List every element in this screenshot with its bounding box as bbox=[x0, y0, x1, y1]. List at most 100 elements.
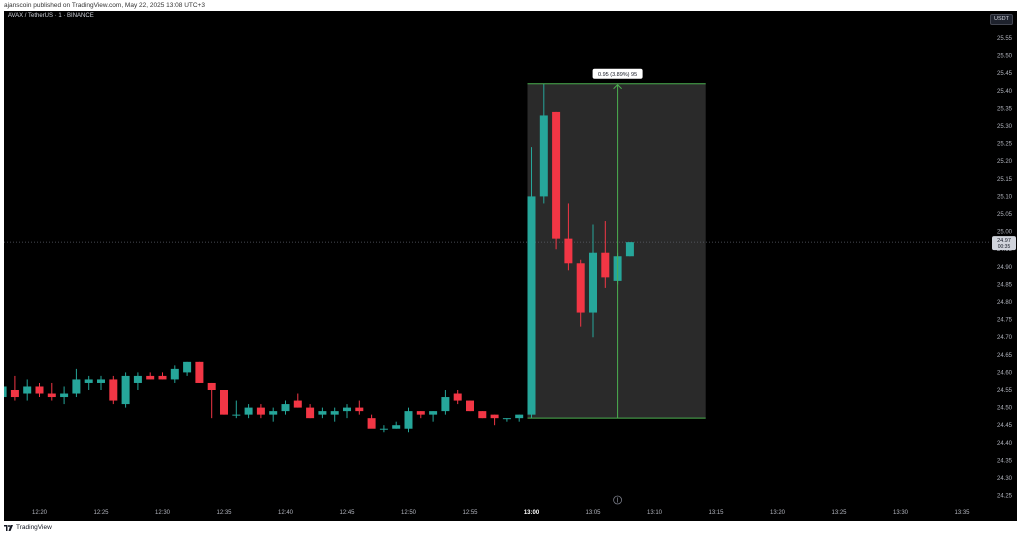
candle-body[interactable] bbox=[478, 411, 487, 419]
y-tick-label: 24.75 bbox=[997, 318, 1013, 324]
candle-body[interactable] bbox=[564, 238, 573, 264]
candle-body[interactable] bbox=[244, 407, 253, 415]
candle-body[interactable] bbox=[392, 425, 401, 429]
currency-badge[interactable]: USDT bbox=[990, 14, 1013, 25]
candle-body[interactable] bbox=[293, 400, 302, 408]
y-tick-label: 24.50 bbox=[997, 406, 1013, 412]
x-tick-label: 13:35 bbox=[954, 510, 970, 516]
y-tick-label: 24.25 bbox=[997, 494, 1013, 500]
candle-body[interactable] bbox=[318, 411, 327, 415]
x-tick-label: 12:40 bbox=[278, 510, 294, 516]
candle-body[interactable] bbox=[527, 196, 536, 415]
tradingview-brand[interactable]: TradingView bbox=[4, 522, 52, 533]
candle-body[interactable] bbox=[47, 393, 56, 398]
candle-body[interactable] bbox=[23, 386, 32, 394]
tradingview-logo-icon bbox=[4, 524, 13, 531]
y-tick-label: 25.20 bbox=[997, 159, 1013, 165]
candle-body[interactable] bbox=[109, 379, 118, 401]
x-tick-label: 12:25 bbox=[93, 510, 109, 516]
y-tick-label: 24.45 bbox=[997, 423, 1013, 429]
y-tick-label: 25.40 bbox=[997, 89, 1013, 95]
candle-body[interactable] bbox=[502, 418, 511, 420]
candlestick-chart[interactable]: 25.55 25.50 25.45 25.40 25.35 25.30 25.25 25.20… bbox=[4, 11, 1017, 521]
measure-label-box bbox=[592, 68, 643, 79]
y-tick-label: 24.65 bbox=[997, 353, 1013, 359]
x-tick-label: 12:45 bbox=[339, 510, 355, 516]
y-tick-label: 24.70 bbox=[997, 335, 1013, 341]
candle-body[interactable] bbox=[256, 407, 265, 415]
candle-body[interactable] bbox=[232, 414, 241, 416]
x-tick-label: 13:25 bbox=[831, 510, 847, 516]
candle-body[interactable] bbox=[379, 428, 388, 430]
candle-body[interactable] bbox=[416, 411, 425, 415]
candle-body[interactable] bbox=[539, 115, 548, 197]
candle-body[interactable] bbox=[429, 411, 438, 415]
candle-body[interactable] bbox=[207, 382, 216, 390]
x-tick-label: 12:35 bbox=[216, 510, 232, 516]
candle-body[interactable] bbox=[183, 361, 192, 373]
candle-body[interactable] bbox=[220, 390, 228, 415]
candle-body[interactable] bbox=[343, 407, 351, 412]
x-tick-label: 12:50 bbox=[401, 510, 417, 516]
y-tick-label: 25.25 bbox=[997, 142, 1013, 148]
candle-body[interactable] bbox=[576, 263, 585, 313]
y-tick-label: 25.50 bbox=[997, 54, 1013, 60]
candle-body[interactable] bbox=[269, 411, 278, 415]
x-tick-label: 12:20 bbox=[32, 510, 48, 516]
y-tick-label: 24.35 bbox=[997, 458, 1013, 464]
x-tick-label: 13:20 bbox=[770, 510, 786, 516]
x-tick-label: 12:55 bbox=[462, 510, 478, 516]
candle-body[interactable] bbox=[10, 390, 19, 398]
y-tick-label: 24.30 bbox=[997, 476, 1013, 482]
candle-body[interactable] bbox=[355, 407, 364, 412]
candle-body[interactable] bbox=[515, 414, 524, 419]
candle-body[interactable] bbox=[404, 411, 413, 429]
candle-body[interactable] bbox=[589, 252, 597, 313]
candle-body[interactable] bbox=[84, 379, 93, 383]
candle-body[interactable] bbox=[281, 404, 290, 412]
y-tick-label: 25.10 bbox=[997, 194, 1013, 200]
candle-body[interactable] bbox=[60, 393, 69, 398]
candle-body[interactable] bbox=[625, 242, 634, 257]
y-tick-label: 24.85 bbox=[997, 282, 1013, 288]
publish-caption: ajanscoin published on TradingView.com, … bbox=[4, 2, 205, 9]
x-tick-label: 12:30 bbox=[155, 510, 171, 516]
y-tick-label: 24.95 bbox=[997, 247, 1013, 253]
candle-body[interactable] bbox=[146, 375, 155, 380]
x-tick-label: 13:00 bbox=[524, 510, 540, 516]
session-marker-icon[interactable] bbox=[613, 495, 622, 505]
chart-panel[interactable]: 25.55 25.50 25.45 25.40 25.35 25.30 25.25 25.20… bbox=[4, 11, 1017, 521]
x-tick-label: 13:10 bbox=[647, 510, 663, 516]
candle-body[interactable] bbox=[97, 379, 105, 383]
y-tick-label: 24.60 bbox=[997, 370, 1013, 376]
candle-body[interactable] bbox=[552, 111, 561, 239]
x-tick-label: 13:05 bbox=[585, 510, 601, 516]
candle-body[interactable] bbox=[35, 386, 44, 394]
x-tick-label: 13:30 bbox=[893, 510, 909, 516]
candle-body[interactable] bbox=[330, 411, 339, 415]
candle-body[interactable] bbox=[121, 375, 130, 405]
candle-body[interactable] bbox=[170, 368, 179, 380]
brand-label: TradingView bbox=[16, 524, 52, 531]
candle-body[interactable] bbox=[72, 379, 81, 394]
candle-body[interactable] bbox=[306, 407, 315, 419]
y-tick-label: 24.80 bbox=[997, 300, 1013, 306]
candle-body[interactable] bbox=[367, 418, 376, 429]
measure-arrow-head-icon bbox=[613, 84, 622, 90]
y-tick-label: 25.00 bbox=[997, 230, 1013, 236]
y-tick-label: 25.15 bbox=[997, 177, 1013, 183]
y-tick-label: 25.30 bbox=[997, 124, 1013, 130]
y-tick-label: 25.05 bbox=[997, 212, 1013, 218]
candle-body[interactable] bbox=[466, 400, 474, 412]
candle-body[interactable] bbox=[441, 397, 450, 412]
candle-body[interactable] bbox=[453, 393, 462, 401]
candle-body[interactable] bbox=[601, 252, 610, 278]
symbol-title: AVAX / TetherUS · 1 · BINANCE bbox=[8, 13, 94, 19]
candle-body[interactable] bbox=[133, 375, 142, 383]
candle-body[interactable] bbox=[4, 386, 7, 398]
candle-body[interactable] bbox=[490, 414, 499, 419]
candle-body[interactable] bbox=[195, 361, 204, 383]
y-tick-label: 25.55 bbox=[997, 36, 1013, 42]
y-tick-label: 25.45 bbox=[997, 71, 1013, 77]
candle-body[interactable] bbox=[158, 375, 167, 380]
